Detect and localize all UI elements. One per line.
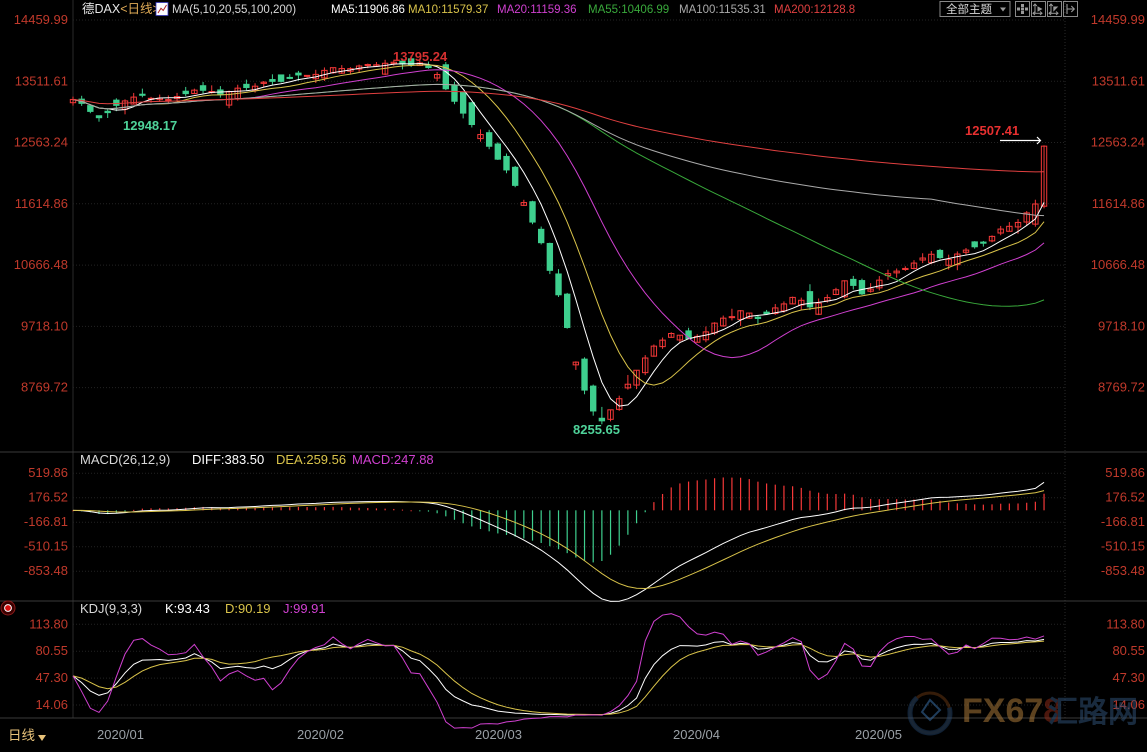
svg-text:MA100:11535.31: MA100:11535.31 <box>679 4 766 16</box>
svg-text:-510.15: -510.15 <box>24 539 68 554</box>
svg-text:113.80: 113.80 <box>29 616 68 631</box>
svg-text:-166.81: -166.81 <box>1101 514 1145 529</box>
svg-text:DIFF:383.50: DIFF:383.50 <box>192 452 264 467</box>
svg-text:2020/01: 2020/01 <box>97 727 144 742</box>
svg-text:汇路网: 汇路网 <box>1048 696 1138 729</box>
svg-text:全部主题: 全部主题 <box>946 2 992 16</box>
svg-text:日线: 日线 <box>8 728 35 743</box>
svg-text:10666.48: 10666.48 <box>14 257 68 272</box>
svg-text:113.80: 113.80 <box>1106 616 1145 631</box>
svg-text:14459.99: 14459.99 <box>14 12 68 27</box>
svg-text:-853.48: -853.48 <box>24 563 68 578</box>
svg-text:MA(5,10,20,55,100,200): MA(5,10,20,55,100,200) <box>172 4 296 16</box>
svg-text:14459.99: 14459.99 <box>1091 12 1145 27</box>
svg-text:2020/04: 2020/04 <box>673 727 720 742</box>
svg-text:8255.65: 8255.65 <box>573 422 620 437</box>
svg-text:-510.15: -510.15 <box>1101 539 1145 554</box>
svg-text:D:90.19: D:90.19 <box>225 601 271 616</box>
svg-text:11614.86: 11614.86 <box>15 196 68 211</box>
svg-text:MA10:11579.37: MA10:11579.37 <box>408 4 488 16</box>
svg-text:176.52: 176.52 <box>28 490 68 505</box>
svg-text:K:93.43: K:93.43 <box>165 601 210 616</box>
svg-text:12507.41: 12507.41 <box>965 123 1019 138</box>
svg-text:8769.72: 8769.72 <box>1098 380 1145 395</box>
svg-text:MA20:11159.36: MA20:11159.36 <box>497 4 577 16</box>
svg-text:519.86: 519.86 <box>1105 465 1145 480</box>
svg-text:47.30: 47.30 <box>35 670 68 685</box>
svg-text:2020/02: 2020/02 <box>297 727 344 742</box>
svg-text:MA5:11906.86: MA5:11906.86 <box>331 4 405 16</box>
svg-text:80.55: 80.55 <box>1112 643 1145 658</box>
svg-text:13795.24: 13795.24 <box>393 49 448 64</box>
svg-text:12563.24: 12563.24 <box>14 135 68 150</box>
svg-text:80.55: 80.55 <box>35 643 68 658</box>
svg-text:MACD(26,12,9): MACD(26,12,9) <box>80 452 170 467</box>
svg-text:519.86: 519.86 <box>28 465 68 480</box>
svg-text:MA200:12128.8: MA200:12128.8 <box>774 4 855 16</box>
svg-text:2020/03: 2020/03 <box>475 727 522 742</box>
svg-text:德DAX<日线>: 德DAX<日线> <box>82 1 160 16</box>
svg-text:8769.72: 8769.72 <box>21 380 68 395</box>
svg-text:-166.81: -166.81 <box>24 514 68 529</box>
svg-text:12563.24: 12563.24 <box>1091 135 1145 150</box>
svg-text:-853.48: -853.48 <box>1101 563 1145 578</box>
svg-text:13511.61: 13511.61 <box>1092 73 1145 88</box>
svg-text:KDJ(9,3,3): KDJ(9,3,3) <box>80 601 142 616</box>
svg-text:176.52: 176.52 <box>1105 490 1145 505</box>
svg-text:9718.10: 9718.10 <box>1098 318 1145 333</box>
svg-text:MACD:247.88: MACD:247.88 <box>352 452 434 467</box>
svg-text:10666.48: 10666.48 <box>1091 257 1145 272</box>
svg-text:2020/05: 2020/05 <box>855 727 902 742</box>
svg-text:DEA:259.56: DEA:259.56 <box>276 452 346 467</box>
svg-text:9718.10: 9718.10 <box>21 318 68 333</box>
svg-text:47.30: 47.30 <box>1112 670 1145 685</box>
svg-text:J:99.91: J:99.91 <box>283 601 326 616</box>
svg-text:13511.61: 13511.61 <box>15 73 68 88</box>
svg-text:12948.17: 12948.17 <box>123 118 177 133</box>
svg-text:11614.86: 11614.86 <box>1092 196 1145 211</box>
svg-text:14.06: 14.06 <box>35 697 68 712</box>
svg-text:MA55:10406.99: MA55:10406.99 <box>588 4 669 16</box>
